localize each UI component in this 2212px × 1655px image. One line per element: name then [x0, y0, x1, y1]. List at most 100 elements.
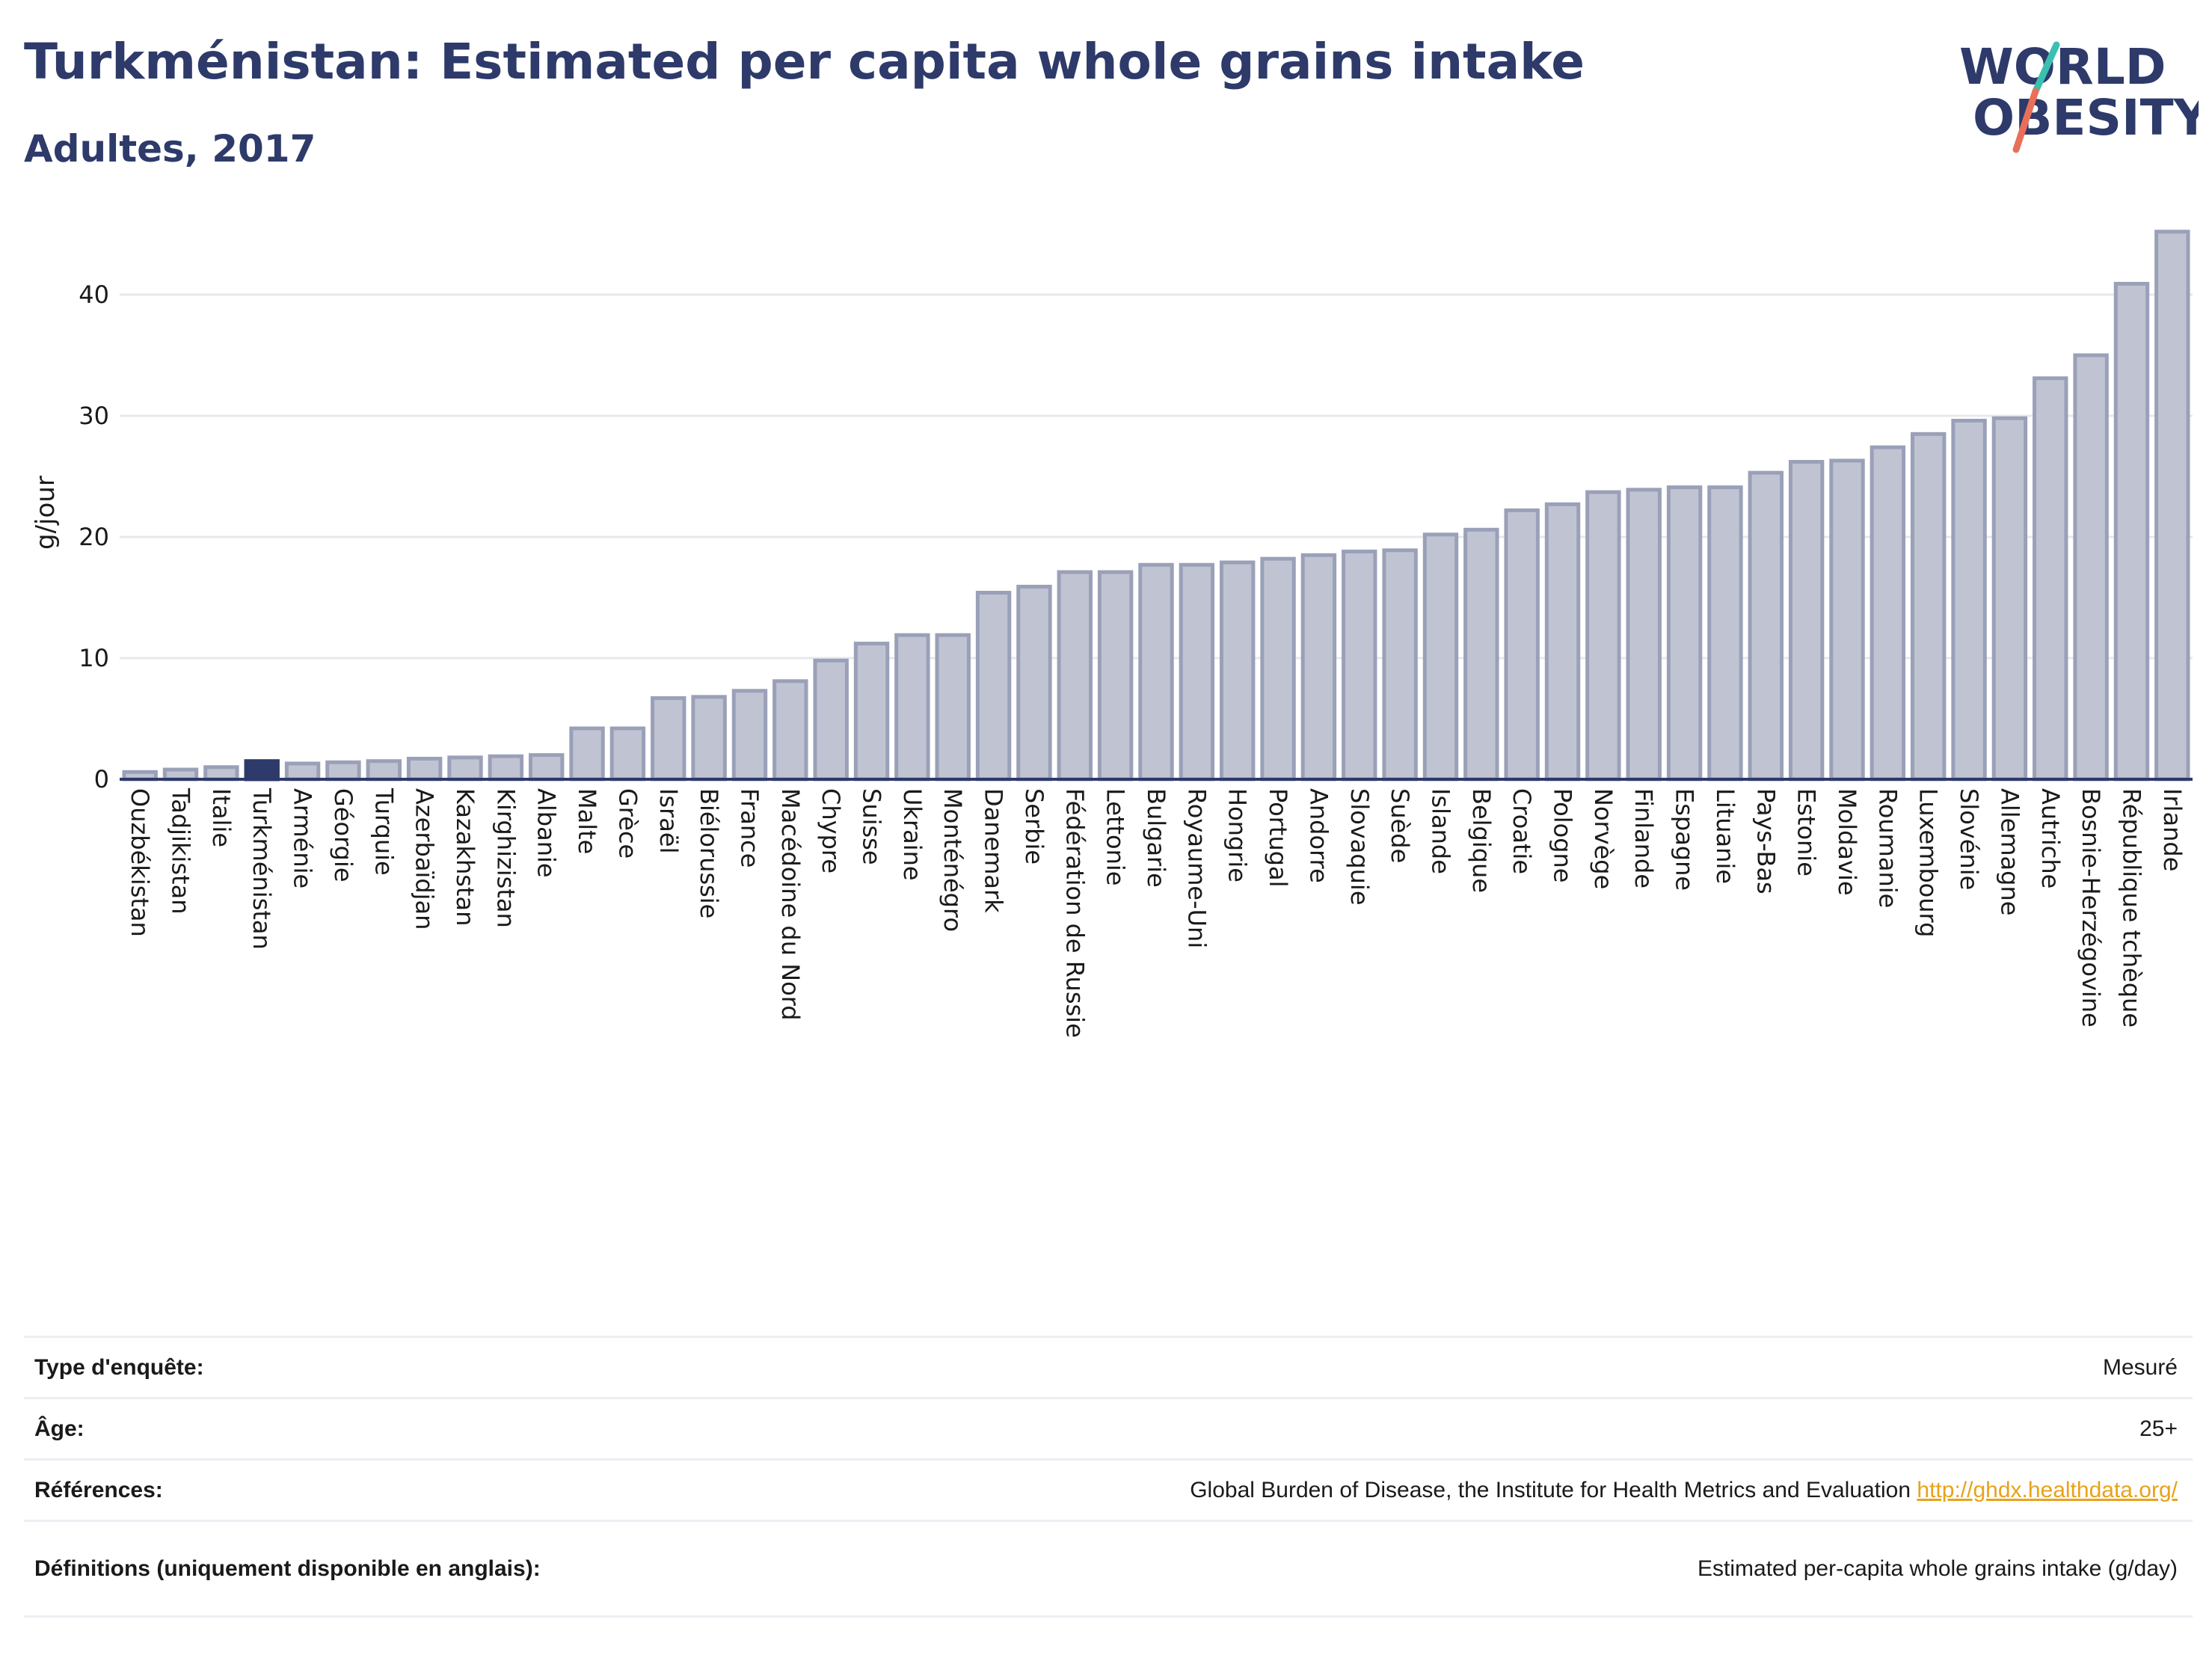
- info-row-definitions: Définitions (uniquement disponible en an…: [24, 1522, 2193, 1618]
- bar-49: [2113, 281, 2150, 782]
- bar-23: [1057, 570, 1093, 782]
- bar-41: [1788, 460, 1825, 782]
- x-tick-label: Roumanie: [1873, 788, 1902, 908]
- bar-42: [1829, 458, 1865, 782]
- bar-19: [894, 633, 930, 782]
- bar-31: [1382, 548, 1418, 782]
- x-tick-label: Turkménistan: [248, 787, 276, 950]
- bar-29: [1300, 553, 1337, 782]
- x-tick-label: Grèce: [613, 788, 642, 859]
- bar-17: [813, 658, 849, 782]
- references-value: Global Burden of Disease, the Institute …: [1190, 1478, 2193, 1503]
- x-tick-label: Géorgie: [329, 788, 357, 882]
- x-tick-label: Biélorussie: [695, 788, 723, 918]
- bar-43: [1870, 445, 1906, 782]
- x-tick-label: Chypre: [817, 788, 845, 873]
- x-tick-label: Malte: [573, 788, 601, 854]
- bar-32: [1422, 532, 1459, 782]
- bar-15: [731, 689, 768, 782]
- y-tick-label: 0: [94, 765, 109, 793]
- x-tick-label: Estonie: [1792, 788, 1821, 876]
- x-tick-label: France: [735, 788, 764, 868]
- bar-4: [284, 761, 321, 782]
- x-tick-label: Monténégro: [938, 788, 967, 932]
- x-tick-label: Tadjikistan: [167, 787, 195, 914]
- bar-45: [1951, 418, 1987, 782]
- chart-subtitle: Adultes, 2017: [24, 127, 316, 171]
- references-label: Références:: [34, 1477, 163, 1502]
- survey-type-value: Mesuré: [2102, 1354, 2178, 1380]
- x-tick-label: Islande: [1426, 788, 1454, 874]
- x-tick-label: Macédoine du Nord: [776, 788, 805, 1021]
- references-link[interactable]: http://ghdx.healthdata.org/: [1917, 1477, 2178, 1502]
- info-row-survey: Type d'enquête: Mesuré: [24, 1338, 2193, 1399]
- bar-2: [203, 765, 239, 782]
- bar-28: [1260, 556, 1296, 782]
- bar-8: [447, 755, 483, 782]
- x-tick-label: Ukraine: [898, 788, 927, 881]
- x-tick-label: Andorre: [1304, 788, 1333, 883]
- bar-27: [1220, 560, 1256, 782]
- x-tick-label: Ouzbékistan: [126, 788, 154, 937]
- bar-35: [1544, 502, 1581, 782]
- x-tick-label: République tchèque: [2117, 788, 2145, 1028]
- x-tick-label: Irlande: [2158, 788, 2187, 871]
- x-tick-label: Pologne: [1549, 788, 1577, 882]
- info-table: Type d'enquête: Mesuré Âge: 25+ Référenc…: [24, 1336, 2193, 1618]
- y-axis-label: g/jour: [31, 476, 61, 550]
- y-tick-label: 40: [79, 280, 109, 309]
- definitions-label: Définitions (uniquement disponible en an…: [34, 1556, 541, 1581]
- bar-50: [2154, 230, 2190, 782]
- x-tick-label: Bulgarie: [1142, 788, 1170, 888]
- x-tick-label: Finlande: [1629, 788, 1658, 888]
- x-tick-label: Serbie: [1020, 788, 1048, 865]
- logo-slash-coral: [2012, 87, 2039, 153]
- x-tick-label: Slovénie: [1955, 788, 1983, 890]
- definitions-value: Estimated per-capita whole grains intake…: [1698, 1556, 2178, 1581]
- x-tick-label: Bosnie-Herzégovine: [2077, 788, 2105, 1028]
- bar-12: [609, 726, 646, 782]
- bar-48: [2073, 353, 2109, 782]
- y-tick-label: 30: [79, 402, 109, 430]
- x-tick-label: Suède: [1386, 788, 1414, 863]
- bar-24: [1097, 570, 1134, 782]
- bar-38: [1666, 485, 1703, 782]
- bar-11: [569, 726, 605, 782]
- bar-16: [772, 679, 808, 782]
- x-tick-label: Arménie: [289, 788, 317, 888]
- x-tick-label: Kirghizistan: [491, 788, 520, 928]
- x-tick-label: Luxembourg: [1914, 788, 1943, 937]
- bar-18: [853, 642, 890, 782]
- logo-word-world: WORLD: [1959, 38, 2166, 96]
- bar-22: [1016, 584, 1052, 782]
- bar-34: [1504, 508, 1540, 782]
- age-label: Âge:: [34, 1416, 85, 1441]
- x-tick-label: Albanie: [532, 788, 561, 878]
- x-tick-label: Hongrie: [1223, 788, 1252, 882]
- x-tick-label: Allemagne: [1995, 788, 2024, 915]
- bar-30: [1342, 549, 1377, 782]
- x-tick-label: Fédération de Russie: [1060, 788, 1089, 1038]
- x-tick-label: Norvège: [1589, 788, 1617, 889]
- bar-39: [1707, 485, 1743, 782]
- x-tick-label: Royaume-Uni: [1182, 788, 1211, 948]
- x-tick-label: Autriche: [2036, 788, 2065, 888]
- x-tick-label: Lituanie: [1711, 788, 1739, 884]
- bar-13: [651, 696, 686, 782]
- bar-20: [935, 633, 971, 782]
- world-obesity-logo: WORLD OBESITY: [1959, 38, 2199, 153]
- bar-5: [325, 760, 361, 782]
- y-tick-label: 20: [79, 523, 109, 551]
- bar-47: [2033, 376, 2068, 782]
- x-tick-label: Croatie: [1508, 788, 1536, 874]
- chart-title: Turkménistan: Estimated per capita whole…: [24, 33, 1585, 90]
- y-tick-label: 10: [79, 644, 109, 672]
- bar-21: [975, 591, 1012, 782]
- bar-26: [1179, 562, 1215, 782]
- bar-33: [1463, 527, 1499, 782]
- x-tick-label: Espagne: [1671, 788, 1699, 891]
- x-tick-label: Belgique: [1467, 788, 1496, 893]
- bar-7: [406, 756, 443, 782]
- x-tick-label: Pays-Bas: [1751, 788, 1780, 894]
- info-row-age: Âge: 25+: [24, 1399, 2193, 1461]
